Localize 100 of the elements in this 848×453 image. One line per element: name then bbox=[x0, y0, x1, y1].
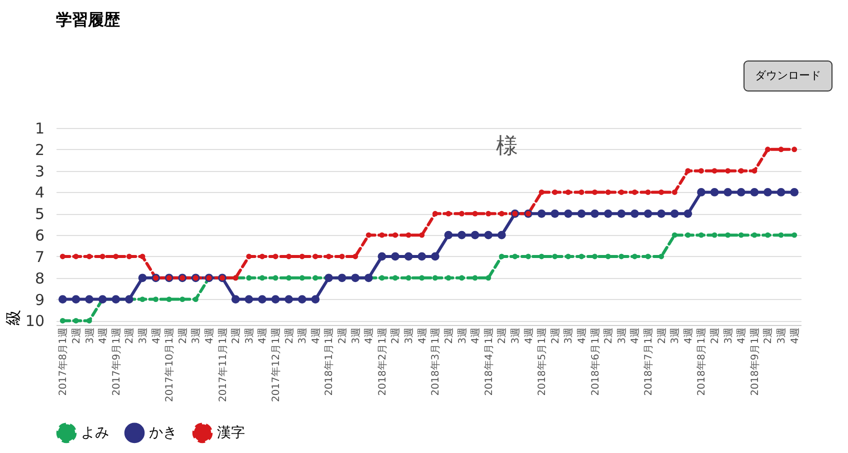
point bbox=[632, 254, 638, 260]
x-tick-label: 4週 bbox=[204, 328, 216, 344]
text: ダウンロード bbox=[755, 69, 821, 82]
point bbox=[724, 188, 732, 196]
point bbox=[113, 254, 119, 260]
point bbox=[618, 254, 624, 260]
y-tick-label: 4 bbox=[34, 184, 44, 202]
point bbox=[577, 209, 586, 218]
point bbox=[712, 232, 718, 238]
point bbox=[258, 295, 266, 304]
x-tick-label: 2018年3月1週 bbox=[430, 328, 442, 396]
point bbox=[85, 295, 94, 304]
point bbox=[592, 190, 598, 195]
x-tick-label: 2018年4月1週 bbox=[482, 328, 495, 396]
point bbox=[472, 275, 478, 281]
point bbox=[272, 275, 278, 281]
point bbox=[391, 252, 400, 261]
x-tick-label: 3週 bbox=[776, 328, 788, 344]
point bbox=[406, 275, 412, 281]
point bbox=[298, 295, 306, 304]
point bbox=[790, 188, 799, 196]
point bbox=[392, 232, 398, 238]
point bbox=[578, 254, 584, 260]
x-tick-label: 3週 bbox=[298, 328, 309, 344]
point bbox=[286, 275, 292, 281]
point bbox=[271, 295, 280, 304]
x-tick-label: 2週 bbox=[124, 328, 136, 344]
point bbox=[658, 254, 664, 260]
y-tick-label: 5 bbox=[34, 205, 44, 224]
x-tick-label: 2017年9月1週 bbox=[110, 328, 122, 396]
y-tick-label: 9 bbox=[34, 290, 44, 309]
x-tick-label: 4週 bbox=[524, 328, 535, 344]
point bbox=[432, 275, 438, 281]
point bbox=[312, 254, 318, 260]
point bbox=[486, 210, 492, 216]
point bbox=[379, 275, 385, 281]
point bbox=[498, 254, 504, 260]
point bbox=[698, 232, 704, 238]
x-tick-label: 2週 bbox=[178, 328, 189, 344]
point bbox=[750, 188, 759, 196]
point bbox=[538, 190, 544, 195]
x-tick-label: 3週 bbox=[350, 328, 362, 344]
y-tick-label: 6 bbox=[34, 226, 44, 245]
point bbox=[710, 188, 719, 196]
point bbox=[645, 254, 651, 260]
x-tick-label: 2週 bbox=[231, 328, 242, 344]
point bbox=[299, 275, 305, 281]
legend-label: かき bbox=[149, 424, 177, 441]
point bbox=[685, 168, 691, 174]
point bbox=[419, 232, 425, 238]
point bbox=[565, 190, 571, 195]
point bbox=[312, 275, 318, 281]
point bbox=[778, 232, 784, 238]
point bbox=[604, 209, 612, 218]
point bbox=[259, 254, 265, 260]
point bbox=[752, 232, 758, 238]
point bbox=[404, 252, 413, 261]
x-tick-label: 2018年2月1週 bbox=[376, 328, 388, 396]
point bbox=[578, 190, 584, 195]
x-tick-label: 3週 bbox=[244, 328, 256, 344]
point bbox=[286, 254, 292, 260]
x-tick-label: 2週 bbox=[656, 328, 668, 344]
point bbox=[497, 230, 506, 240]
x-tick-label: 2017年10月1週 bbox=[164, 328, 176, 402]
point bbox=[138, 274, 147, 282]
point bbox=[537, 209, 546, 218]
point bbox=[58, 295, 67, 304]
point bbox=[100, 254, 106, 260]
point bbox=[538, 254, 544, 260]
x-tick-label: 4週 bbox=[736, 328, 748, 344]
x-tick-label: 4週 bbox=[310, 328, 322, 344]
point bbox=[432, 210, 438, 216]
point bbox=[605, 190, 611, 195]
point bbox=[192, 296, 198, 302]
point bbox=[738, 232, 744, 238]
point bbox=[86, 318, 92, 324]
chart-title: 学習履歴 bbox=[56, 10, 120, 29]
point bbox=[352, 254, 358, 260]
x-tick-label: 4週 bbox=[630, 328, 642, 344]
x-tick-label: 3週 bbox=[510, 328, 522, 344]
point bbox=[378, 252, 386, 261]
y-tick-label: 1 bbox=[34, 120, 44, 138]
x-tick-label: 2週 bbox=[763, 328, 774, 344]
x-tick-label: 2週 bbox=[390, 328, 402, 344]
point bbox=[645, 190, 651, 195]
point bbox=[725, 232, 731, 238]
x-tick-label: 3週 bbox=[404, 328, 416, 344]
point bbox=[459, 210, 464, 216]
point bbox=[752, 168, 758, 174]
x-tick-label: 4週 bbox=[790, 328, 801, 344]
point bbox=[590, 209, 599, 218]
x-tick-label: 4週 bbox=[258, 328, 269, 344]
point bbox=[630, 209, 639, 218]
point bbox=[419, 275, 425, 281]
point bbox=[684, 209, 692, 218]
x-tick-label: 4週 bbox=[417, 328, 428, 344]
point bbox=[765, 146, 770, 152]
x-tick-label: 2018年7月1週 bbox=[642, 328, 655, 396]
x-tick-label: 2017年12月1週 bbox=[270, 328, 282, 402]
y-tick-label: 8 bbox=[34, 269, 44, 288]
